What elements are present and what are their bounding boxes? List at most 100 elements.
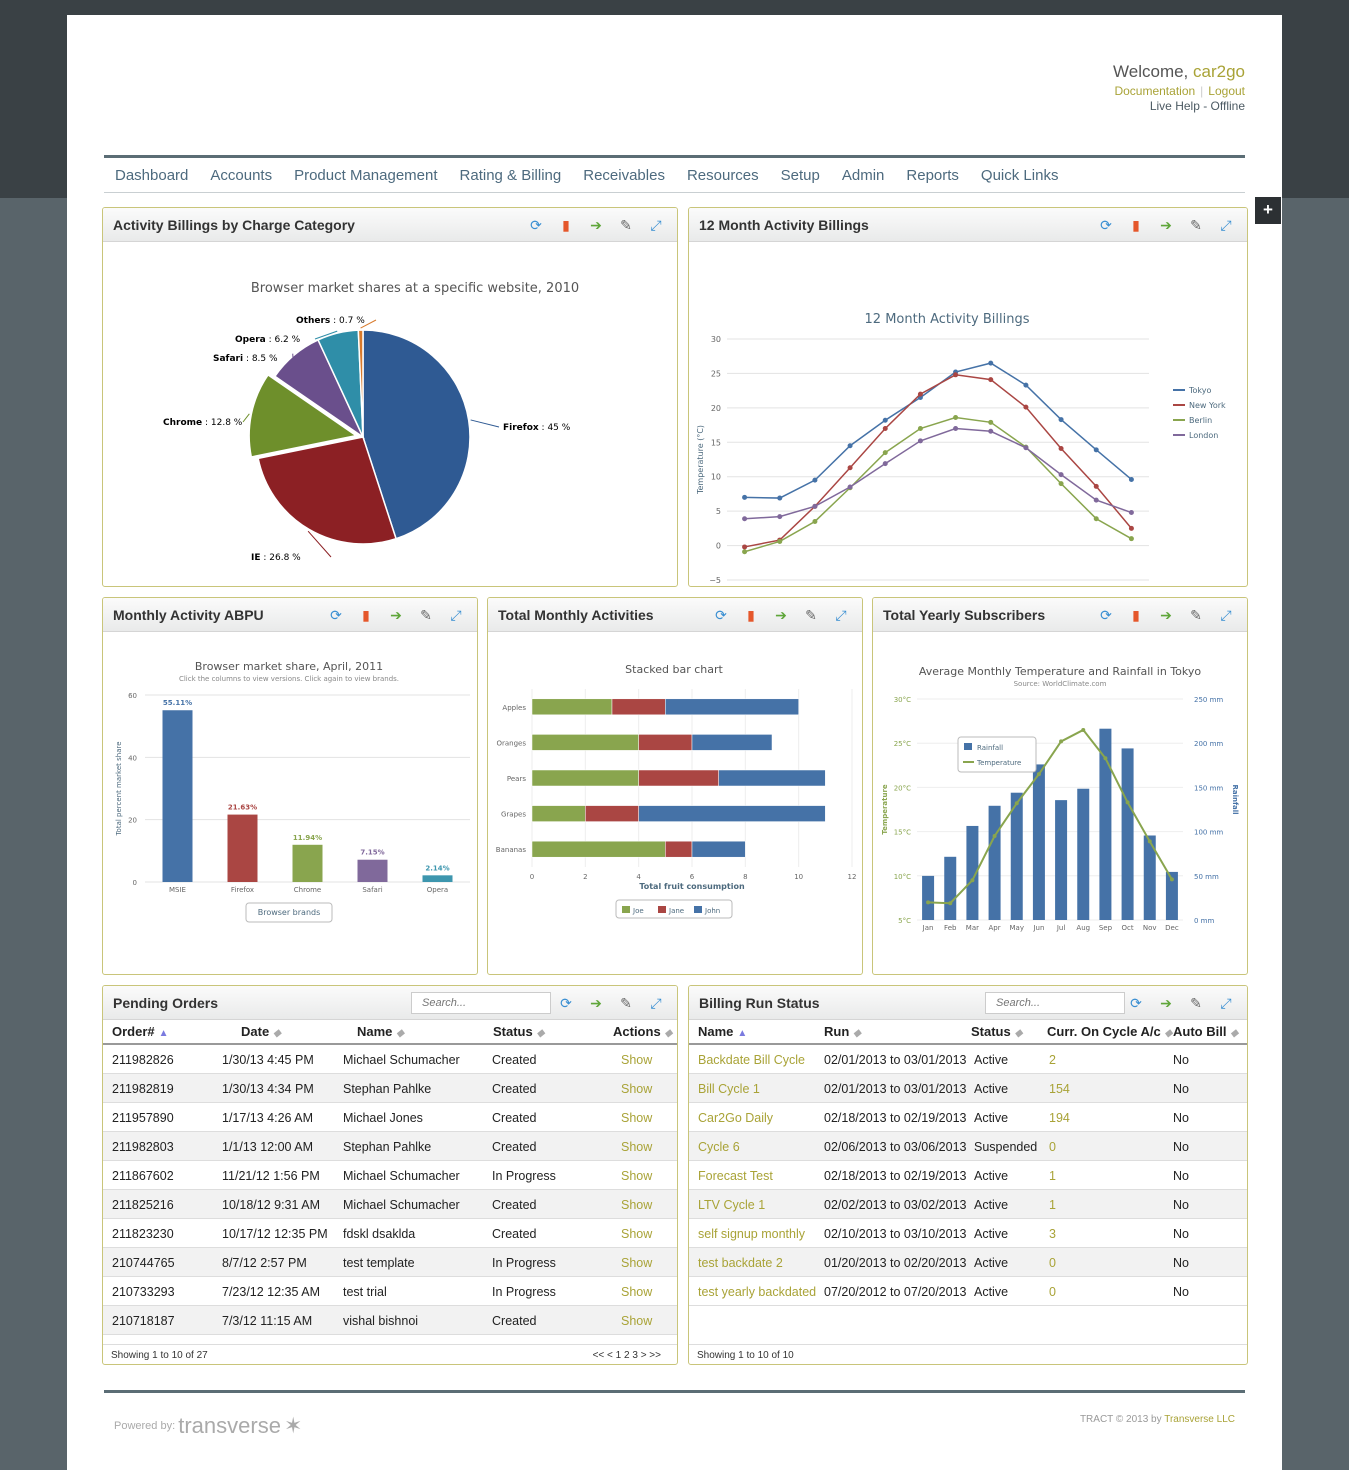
col-auto-bill[interactable]: Auto Bill ◆	[1173, 1024, 1239, 1039]
table-row[interactable]: LTV Cycle 1 02/02/2013 to 03/02/2013 Activ…	[689, 1190, 1247, 1219]
col-status[interactable]: Status ◆	[493, 1024, 545, 1039]
table-row[interactable]: Backdate Bill Cycle 02/01/2013 to 03/01/2…	[689, 1045, 1247, 1074]
add-widget-button[interactable]: +	[1255, 197, 1281, 224]
table-row[interactable]: 211982826 1/30/13 4:45 PM Michael Schumach…	[103, 1045, 677, 1074]
expand-icon[interactable]: ⤢	[1220, 607, 1232, 623]
table-row[interactable]: test backdate 2 01/20/2013 to 02/20/2013 A…	[689, 1248, 1247, 1277]
refresh-icon[interactable]: ⟳	[530, 217, 542, 233]
table-cell[interactable]: Show	[621, 1140, 653, 1154]
col-name[interactable]: Name ▲	[698, 1024, 748, 1039]
export-icon[interactable]: ➔	[1160, 995, 1172, 1011]
table-row[interactable]: Cycle 6 02/06/2013 to 03/06/2013 Suspended…	[689, 1132, 1247, 1161]
col-date[interactable]: Date ◆	[241, 1024, 281, 1039]
nav-rating-billing[interactable]: Rating & Billing	[459, 166, 562, 184]
table-row[interactable]: 211957890 1/17/13 4:26 AM Michael Jones Cre…	[103, 1103, 677, 1132]
nav-accounts[interactable]: Accounts	[210, 166, 273, 184]
table-cell[interactable]: test yearly backdated	[698, 1285, 817, 1299]
expand-icon[interactable]: ⤢	[835, 607, 847, 623]
refresh-icon[interactable]: ⟳	[330, 607, 342, 623]
refresh-icon[interactable]: ⟳	[715, 607, 727, 623]
table-row[interactable]: 211982803 1/1/13 12:00 AM Stephan Pahlke Cr…	[103, 1132, 677, 1161]
refresh-icon[interactable]: ⟳	[1130, 995, 1142, 1011]
documentation-link[interactable]: Documentation	[1114, 84, 1196, 98]
table-cell[interactable]: Show	[621, 1285, 653, 1299]
table-cell[interactable]: 3	[1049, 1227, 1056, 1241]
nav-admin[interactable]: Admin	[841, 166, 885, 184]
table-cell[interactable]: Cycle 6	[698, 1140, 740, 1154]
table-cell[interactable]: Backdate Bill Cycle	[698, 1053, 805, 1067]
table-cell[interactable]: Car2Go Daily	[698, 1111, 774, 1125]
table-cell[interactable]: Show	[621, 1111, 653, 1125]
export-icon[interactable]: ➔	[1160, 217, 1172, 233]
table-row[interactable]: 210744765 8/7/12 2:57 PM test template In P…	[103, 1248, 677, 1277]
company-link[interactable]: Transverse LLC	[1164, 1414, 1235, 1425]
expand-icon[interactable]: ⤢	[450, 607, 462, 623]
col-curr-cycle[interactable]: Curr. On Cycle A/c ◆	[1047, 1024, 1173, 1039]
export-icon[interactable]: ➔	[590, 217, 602, 233]
table-row[interactable]: Forecast Test 02/18/2013 to 02/19/2013 Act…	[689, 1161, 1247, 1190]
expand-icon[interactable]: ⤢	[650, 995, 662, 1011]
wrench-icon[interactable]: ✎	[620, 217, 632, 233]
table-row[interactable]: 210733293 7/23/12 12:35 AM test trial In Pr…	[103, 1277, 677, 1306]
table-cell[interactable]: Show	[621, 1053, 653, 1067]
nav-reports[interactable]: Reports	[906, 166, 959, 184]
table-row[interactable]: 211982819 1/30/13 4:34 PM Stephan Pahlke Cr…	[103, 1074, 677, 1103]
table-row[interactable]: 211823230 10/17/12 12:35 PM fdskl dsaklda C…	[103, 1219, 677, 1248]
table-row[interactable]: Bill Cycle 1 02/01/2013 to 03/01/2013 Acti…	[689, 1074, 1247, 1103]
table-cell[interactable]: 1	[1049, 1169, 1056, 1183]
table-row[interactable]: 211867602 11/21/12 1:56 PM Michael Schumac…	[103, 1161, 677, 1190]
wrench-icon[interactable]: ✎	[1190, 995, 1202, 1011]
table-cell[interactable]: 2	[1049, 1053, 1056, 1067]
table-cell[interactable]: 0	[1049, 1285, 1056, 1299]
table-row[interactable]: 211825216 10/18/12 9:31 AM Michael Schumac…	[103, 1190, 677, 1219]
export-icon[interactable]: ➔	[390, 607, 402, 623]
col-run[interactable]: Run ◆	[824, 1024, 861, 1039]
expand-icon[interactable]: ⤢	[1220, 217, 1232, 233]
table-cell[interactable]: Show	[621, 1169, 653, 1183]
nav-receivables[interactable]: Receivables	[583, 166, 665, 184]
table-cell[interactable]: Show	[621, 1256, 653, 1270]
chart-type-icon[interactable]: ▮	[1132, 217, 1140, 233]
table-cell[interactable]: LTV Cycle 1	[698, 1198, 766, 1212]
col-name[interactable]: Name ◆	[357, 1024, 405, 1039]
live-help-status[interactable]: Live Help - Offline	[1149, 99, 1245, 113]
chart-type-icon[interactable]: ▮	[562, 217, 570, 233]
table-row[interactable]: 210718187 7/3/12 11:15 AM vishal bishnoi Cr…	[103, 1306, 677, 1335]
export-icon[interactable]: ➔	[775, 607, 787, 623]
nav-setup[interactable]: Setup	[780, 166, 820, 184]
chart-type-icon[interactable]: ▮	[1132, 607, 1140, 623]
refresh-icon[interactable]: ⟳	[1100, 607, 1112, 623]
nav-resources[interactable]: Resources	[686, 166, 759, 184]
table-cell[interactable]: self signup monthly	[698, 1227, 806, 1241]
table-cell[interactable]: 0	[1049, 1140, 1056, 1154]
wrench-icon[interactable]: ✎	[1190, 607, 1202, 623]
pager[interactable]: << < 1 2 3 > >>	[592, 1350, 661, 1361]
search-input[interactable]	[411, 992, 551, 1014]
wrench-icon[interactable]: ✎	[620, 995, 632, 1011]
logout-link[interactable]: Logout	[1208, 84, 1245, 98]
table-cell[interactable]: Forecast Test	[698, 1169, 773, 1183]
table-cell[interactable]: Show	[621, 1227, 653, 1241]
expand-icon[interactable]: ⤢	[650, 217, 662, 233]
table-row[interactable]: Car2Go Daily 02/18/2013 to 02/19/2013 Acti…	[689, 1103, 1247, 1132]
wrench-icon[interactable]: ✎	[805, 607, 817, 623]
refresh-icon[interactable]: ⟳	[560, 995, 572, 1011]
export-icon[interactable]: ➔	[590, 995, 602, 1011]
table-row[interactable]: test yearly backdated 07/20/2012 to 07/20…	[689, 1277, 1247, 1306]
table-cell[interactable]: Show	[621, 1082, 653, 1096]
table-cell[interactable]: 1	[1049, 1198, 1056, 1212]
table-cell[interactable]: 194	[1049, 1111, 1070, 1125]
search-input[interactable]	[985, 992, 1125, 1014]
table-row[interactable]: self signup monthly 02/10/2013 to 03/10/2…	[689, 1219, 1247, 1248]
table-cell[interactable]: test backdate 2	[698, 1256, 783, 1270]
table-cell[interactable]: Bill Cycle 1	[698, 1082, 760, 1096]
nav-product-management[interactable]: Product Management	[294, 166, 438, 184]
wrench-icon[interactable]: ✎	[420, 607, 432, 623]
chart-type-icon[interactable]: ▮	[747, 607, 755, 623]
table-cell[interactable]: Show	[621, 1314, 653, 1328]
table-cell[interactable]: 154	[1049, 1082, 1070, 1096]
wrench-icon[interactable]: ✎	[1190, 217, 1202, 233]
col-status[interactable]: Status ◆	[971, 1024, 1023, 1039]
export-icon[interactable]: ➔	[1160, 607, 1172, 623]
nav-dashboard[interactable]: Dashboard	[115, 166, 189, 184]
